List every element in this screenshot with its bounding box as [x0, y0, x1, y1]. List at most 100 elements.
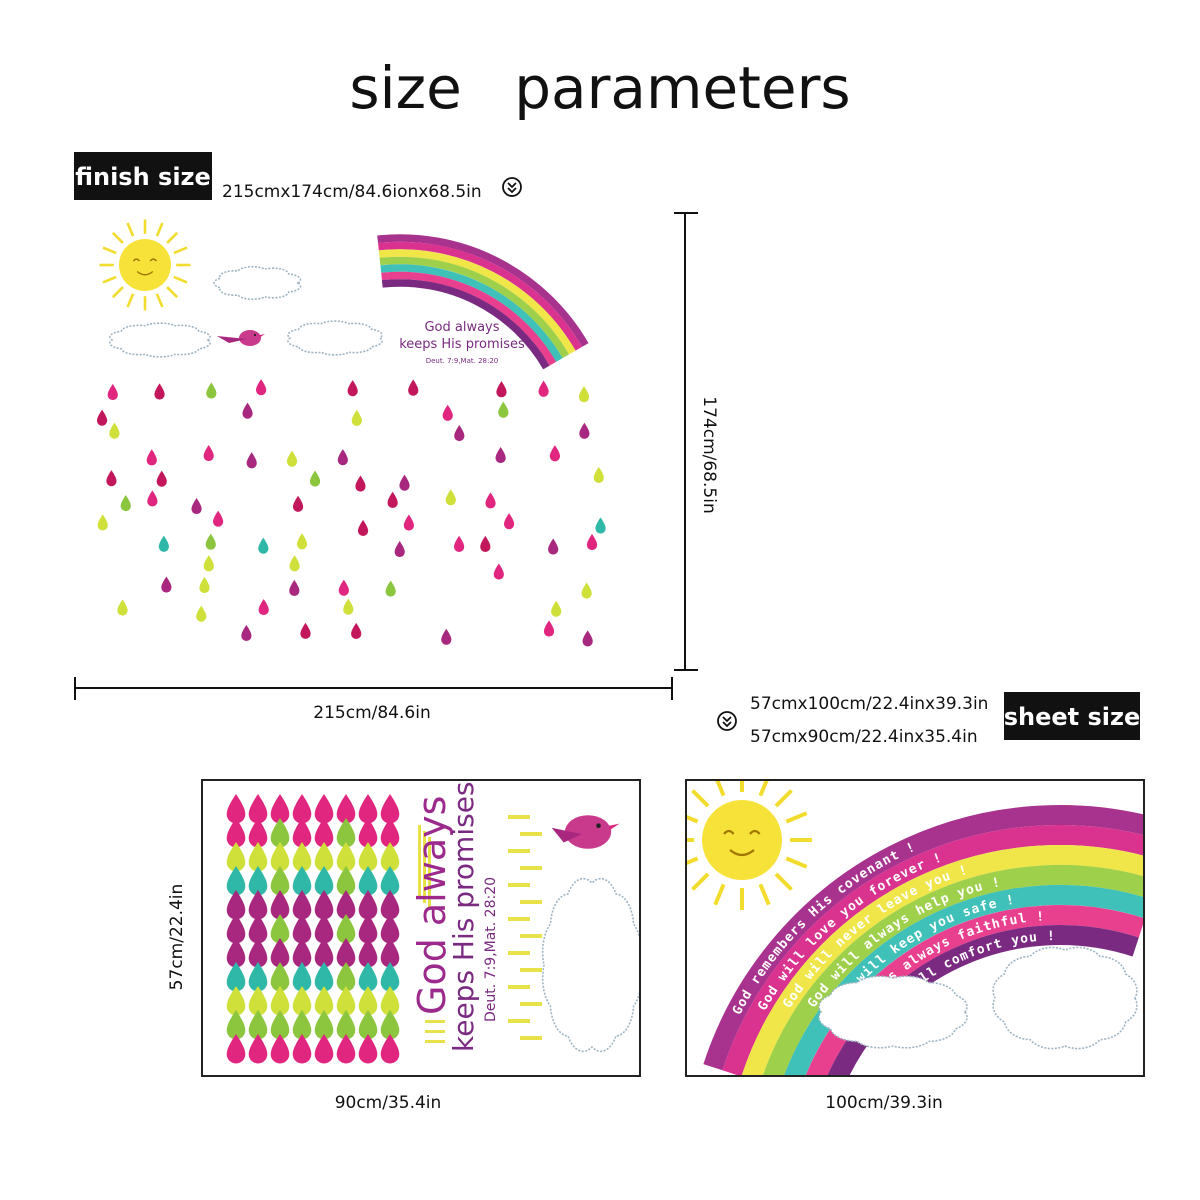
cloud: [213, 265, 302, 301]
yellow-dash: [520, 934, 542, 938]
yellow-dash: [425, 1020, 445, 1023]
raindrop: [248, 842, 268, 872]
yellow-dash: [508, 815, 530, 819]
raindrop: [248, 1010, 268, 1040]
yellow-dash: [428, 855, 431, 873]
raindrop: [226, 890, 246, 920]
sheet-subheading: keeps His promises: [447, 781, 480, 1052]
sun-ray: [126, 293, 135, 308]
raindrop: [582, 630, 593, 647]
sheet-option: 57cmx90cm/22.4inx35.4in: [750, 727, 978, 747]
yellow-dash: [428, 873, 431, 891]
yellow-dash: [520, 968, 542, 972]
sheet-option: 57cmx100cm/22.4inx39.3in: [750, 694, 988, 714]
raindrop: [579, 422, 590, 439]
sun: [119, 239, 171, 291]
raindrop: [296, 533, 308, 550]
raindrop: [146, 449, 157, 466]
raindrop: [314, 914, 334, 944]
yellow-dash: [520, 866, 542, 870]
raindrop: [358, 986, 378, 1016]
yellow-dash: [428, 891, 431, 909]
raindrop: [586, 533, 598, 551]
raindrop: [336, 818, 356, 848]
raindrop: [292, 818, 312, 848]
raindrop: [314, 890, 334, 920]
sun-ray: [173, 246, 188, 255]
sun-ray: [166, 231, 179, 244]
rainbow-band: [378, 249, 576, 355]
raindrop: [270, 1034, 290, 1064]
raindrop: [314, 986, 334, 1016]
raindrop: [248, 794, 268, 824]
sun-ray: [691, 789, 710, 808]
raindrop: [226, 914, 246, 944]
yellow-dash: [425, 1040, 445, 1043]
raindrop: [241, 624, 252, 641]
raindrop: [255, 379, 267, 396]
raindrop: [314, 842, 334, 872]
raindrop: [380, 1034, 400, 1064]
raindrop: [351, 409, 362, 427]
rainbow-band: [377, 234, 589, 347]
chevron-icon: [502, 177, 522, 197]
rainbow-band: [381, 271, 557, 366]
rainbow-band: [380, 264, 563, 362]
raindrop: [258, 599, 269, 616]
raindrop: [106, 470, 117, 487]
page-title: size parameters: [349, 54, 850, 122]
raindrop: [314, 794, 334, 824]
raindrop: [394, 540, 405, 558]
art-subheading: keeps His promises: [399, 337, 525, 352]
raindrop: [248, 962, 268, 992]
raindrop: [270, 818, 290, 848]
yellow-dash: [423, 849, 426, 867]
raindrop: [292, 495, 304, 512]
raindrop: [292, 794, 312, 824]
raindrop: [503, 513, 515, 530]
raindrop: [156, 470, 167, 487]
cloud: [818, 975, 968, 1049]
raindrop: [496, 381, 507, 398]
raindrop: [347, 380, 358, 397]
yellow-dash: [418, 843, 421, 861]
raindrop: [358, 938, 378, 968]
cloud: [541, 877, 639, 1053]
raindrop: [380, 842, 400, 872]
raindrop: [158, 535, 169, 552]
raindrop: [161, 576, 172, 593]
raindrop: [380, 818, 400, 848]
raindrop: [385, 580, 396, 597]
raindrop: [226, 986, 246, 1016]
raindrop: [120, 494, 131, 512]
raindrop: [206, 382, 217, 399]
raindrop: [117, 599, 128, 616]
cloud: [109, 322, 211, 358]
rainbow-band: [827, 925, 1139, 1075]
raindrop: [226, 1034, 246, 1064]
raindrop: [358, 914, 378, 944]
sun-ray: [713, 883, 726, 906]
raindrop: [199, 576, 210, 594]
yellow-dash: [418, 879, 421, 897]
finish-tag: finish size: [75, 163, 211, 191]
raindrop: [336, 986, 356, 1016]
yellow-dash: [425, 1030, 445, 1033]
yellow-dash: [520, 1036, 542, 1040]
raindrop: [336, 914, 356, 944]
raindrop: [380, 914, 400, 944]
raindrop: [336, 938, 356, 968]
raindrop: [380, 794, 400, 824]
raindrop: [336, 866, 356, 896]
raindrop: [270, 986, 290, 1016]
sun-ray: [715, 781, 726, 797]
sun-ray: [155, 222, 164, 237]
bird-wing: [217, 336, 247, 343]
sun-ray: [691, 872, 710, 891]
raindrop: [292, 890, 312, 920]
raindrop: [314, 818, 334, 848]
raindrop: [445, 489, 456, 506]
raindrop: [380, 938, 400, 968]
raindrop: [96, 409, 108, 426]
sheet-width: 90cm/35.4in: [335, 1093, 442, 1113]
